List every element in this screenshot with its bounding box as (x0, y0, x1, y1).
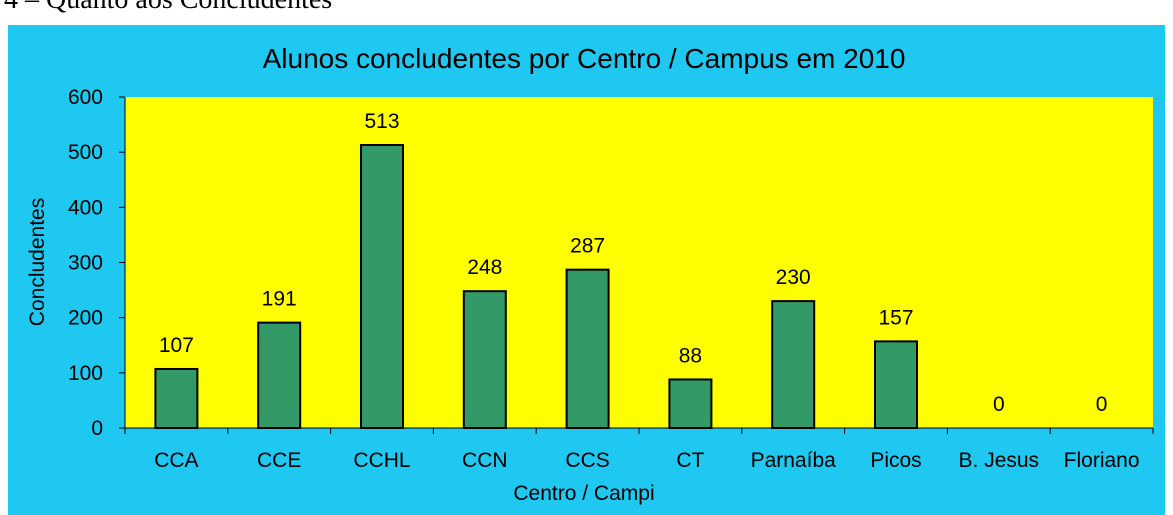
bar (360, 143, 404, 429)
value-label: 88 (679, 344, 702, 367)
x-tick-label: B. Jesus (959, 449, 1040, 472)
x-tick-label: CT (676, 449, 704, 472)
y-tick-label: 100 (68, 362, 103, 385)
x-tick-label: CCHL (353, 449, 410, 472)
chart-title: Alunos concludentes por Centro / Campus … (263, 43, 906, 74)
value-label: 287 (570, 235, 605, 258)
x-tick-label: CCE (257, 449, 301, 472)
x-tick-label: Picos (870, 449, 921, 472)
x-tick-label: CCS (565, 449, 609, 472)
value-label: 107 (159, 334, 194, 357)
value-label: 0 (993, 393, 1005, 416)
value-label: 157 (878, 306, 913, 329)
x-tick-label: CCN (462, 449, 508, 472)
bar (565, 268, 610, 429)
y-tick-label: 0 (91, 417, 103, 440)
bar (668, 378, 713, 430)
y-tick-label: 200 (68, 307, 103, 330)
heading: 4 – Quanto aos Concludentes (4, 0, 332, 15)
bar (154, 367, 199, 430)
y-tick-label: 500 (68, 141, 103, 164)
value-label: 0 (1096, 393, 1108, 416)
y-tick-label: 600 (68, 86, 103, 109)
x-axis-title: Centro / Campi (513, 482, 654, 505)
y-tick-label: 300 (68, 252, 103, 275)
bar (462, 290, 507, 430)
x-tick-label: CCA (154, 449, 198, 472)
x-tick-label: Parnaíba (751, 449, 837, 472)
value-label: 191 (262, 288, 297, 311)
bar (874, 340, 918, 429)
bar (771, 300, 816, 429)
value-label: 248 (467, 256, 502, 279)
y-tick-label: 400 (68, 196, 103, 219)
value-label: 230 (776, 266, 811, 289)
bar (257, 321, 302, 429)
y-axis-title: Concludentes (26, 198, 49, 326)
x-tick-label: Floriano (1064, 449, 1140, 472)
value-label: 513 (364, 110, 399, 133)
